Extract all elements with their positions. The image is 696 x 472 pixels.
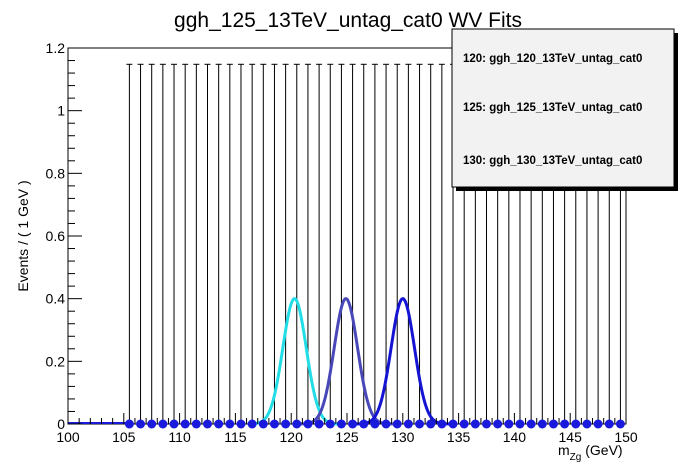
data-point xyxy=(124,419,134,429)
y-axis-label: Events / ( 1 GeV ) xyxy=(15,180,31,291)
y-tick-label: 0 xyxy=(57,416,65,432)
data-point xyxy=(448,419,458,429)
y-tick-label: 1.2 xyxy=(46,40,66,56)
data-point xyxy=(470,419,480,429)
data-point xyxy=(437,419,447,429)
x-axis-label-sub: Zg xyxy=(570,452,582,463)
y-axis: 0 0.2 0.4 0.6 0.8 1 1.2 xyxy=(46,40,82,432)
data-markers xyxy=(124,419,625,429)
data-point xyxy=(571,419,581,429)
x-axis-label: mZg (GeV) xyxy=(558,442,623,463)
data-point xyxy=(191,419,201,429)
data-point xyxy=(459,419,469,429)
data-point xyxy=(370,419,380,429)
x-tick-label: 100 xyxy=(56,429,80,445)
data-point xyxy=(348,419,358,429)
x-tick-label: 135 xyxy=(447,429,471,445)
data-point xyxy=(548,419,558,429)
x-tick-label: 150 xyxy=(614,429,638,445)
data-point xyxy=(392,419,402,429)
x-tick-label: 125 xyxy=(335,429,359,445)
y-tick-label: 0.6 xyxy=(46,228,66,244)
x-tick-label: 105 xyxy=(112,429,136,445)
data-point xyxy=(258,419,268,429)
data-point xyxy=(403,419,413,429)
data-point xyxy=(292,419,302,429)
x-tick-label: 110 xyxy=(168,429,191,445)
data-point xyxy=(147,419,157,429)
data-point xyxy=(537,419,547,429)
x-axis-label-main: m xyxy=(558,442,570,458)
data-point xyxy=(136,419,146,429)
data-point xyxy=(225,419,235,429)
y-tick-label: 0.4 xyxy=(46,291,66,307)
data-point xyxy=(169,419,179,429)
data-point xyxy=(381,419,391,429)
x-axis: 100 105 110 115 120 125 130 135 140 145 150 xyxy=(56,413,638,445)
chart-title: ggh_125_13TeV_untag_cat0 WV Fits xyxy=(174,9,522,32)
data-point xyxy=(560,419,570,429)
data-point xyxy=(526,419,536,429)
fit-curves xyxy=(247,297,450,426)
data-point xyxy=(203,419,212,429)
x-tick-label: 145 xyxy=(559,429,583,445)
y-tick-label: 0.8 xyxy=(46,165,66,181)
data-point xyxy=(314,419,324,429)
y-tick-label: 1 xyxy=(57,103,65,119)
data-point xyxy=(426,419,436,429)
x-tick-label: 120 xyxy=(280,429,304,445)
data-point xyxy=(158,419,168,429)
legend: 120: ggh_120_13TeV_untag_cat0 125: ggh_1… xyxy=(451,28,678,191)
data-point xyxy=(214,419,224,429)
data-point xyxy=(515,419,525,429)
y-tick-label: 0.2 xyxy=(46,353,66,369)
legend-entry-120: 120: ggh_120_13TeV_untag_cat0 xyxy=(463,53,642,65)
data-point xyxy=(504,419,514,429)
data-point xyxy=(582,419,592,429)
data-point xyxy=(604,419,614,429)
legend-entry-130: 130: ggh_130_13TeV_untag_cat0 xyxy=(463,155,642,167)
data-point xyxy=(482,419,491,429)
fit-curve-0 xyxy=(247,297,342,426)
data-point xyxy=(281,419,291,429)
data-point xyxy=(593,419,603,429)
data-point xyxy=(247,419,257,429)
data-point xyxy=(269,419,279,429)
data-point xyxy=(336,419,346,429)
x-tick-label: 130 xyxy=(391,429,415,445)
data-point xyxy=(493,419,503,429)
data-point xyxy=(180,419,190,429)
data-point xyxy=(303,419,313,429)
fit-curve-2 xyxy=(355,297,450,426)
data-point xyxy=(236,419,246,429)
legend-entry-125: 125: ggh_125_13TeV_untag_cat0 xyxy=(463,102,642,114)
x-tick-label: 140 xyxy=(503,429,527,445)
x-axis-label-unit: (GeV) xyxy=(581,442,622,458)
data-point xyxy=(615,419,625,429)
x-tick-label: 115 xyxy=(224,429,247,445)
data-point xyxy=(325,419,335,429)
data-point xyxy=(415,419,425,429)
error-bars xyxy=(68,63,624,424)
data-point xyxy=(359,419,369,429)
